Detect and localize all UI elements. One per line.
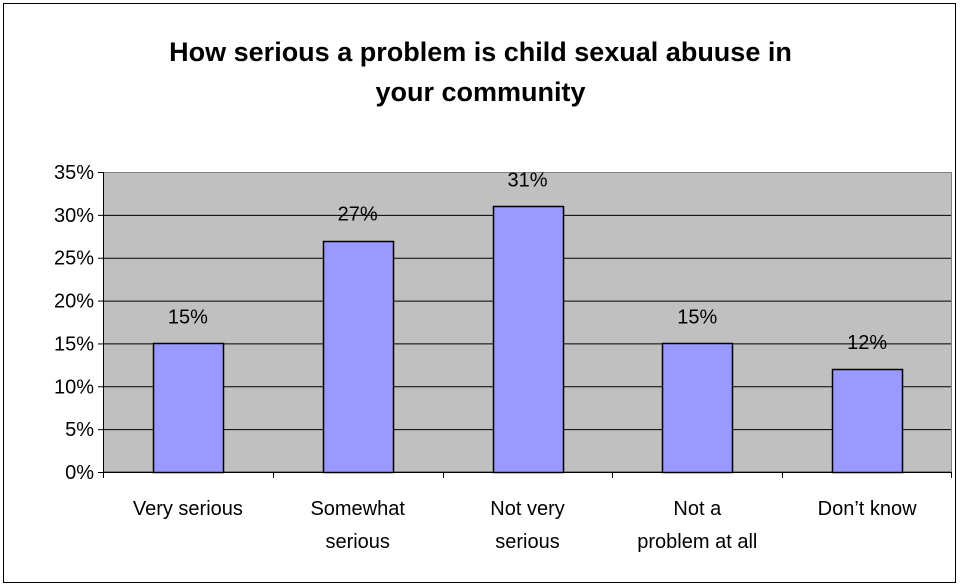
y-tick-label: 25% (54, 248, 94, 270)
chart-title-line-2: your community (375, 77, 586, 107)
data-label: 15% (168, 306, 208, 328)
category-label: Somewhat (310, 498, 405, 520)
bar (152, 342, 225, 474)
y-tick-label: 10% (54, 376, 94, 398)
data-label: 12% (847, 332, 887, 354)
bar (492, 205, 565, 474)
category-label: Not very (490, 498, 564, 520)
category-label: Very serious (133, 498, 243, 520)
category-label: Not a (673, 498, 722, 520)
category-label: Don’t know (818, 498, 917, 520)
data-label: 27% (338, 204, 378, 226)
y-tick-label: 15% (54, 333, 94, 355)
category-label: serious (325, 531, 389, 553)
data-label: 31% (507, 169, 547, 191)
y-tick-label: 30% (54, 205, 94, 227)
bar (661, 342, 734, 474)
y-tick-label: 5% (65, 419, 94, 441)
y-tick-label: 0% (65, 462, 94, 484)
chart-title-line-1: How serious a problem is child sexual ab… (169, 37, 792, 67)
chart-title: How serious a problem is child sexual ab… (0, 32, 961, 112)
bar (831, 368, 904, 474)
y-tick-label: 35% (54, 162, 94, 184)
category-label: serious (495, 531, 559, 553)
bar (322, 240, 395, 474)
category-label: problem at all (637, 531, 757, 553)
data-label: 15% (677, 306, 717, 328)
y-tick-label: 20% (54, 291, 94, 313)
